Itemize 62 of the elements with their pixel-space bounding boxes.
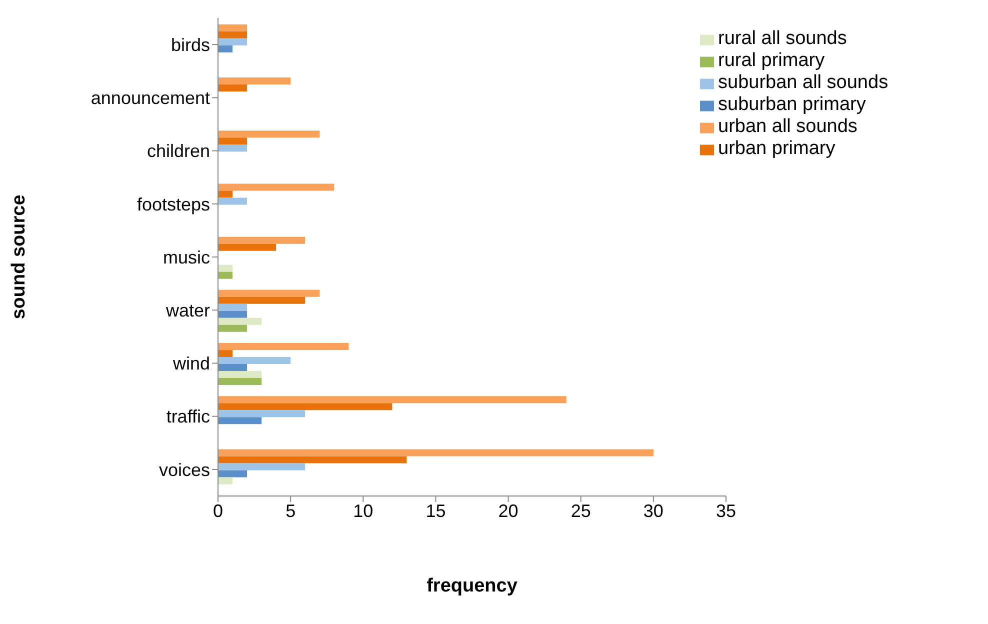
- bar: [218, 130, 320, 138]
- y-axis-title: sound source: [8, 194, 30, 320]
- y-tick-label: footsteps: [136, 194, 210, 214]
- bar: [218, 84, 248, 92]
- y-tick-label: announcement: [90, 88, 210, 108]
- x-axis-title: frequency: [426, 575, 518, 596]
- bar: [218, 463, 306, 470]
- bar: [218, 144, 248, 152]
- bar: [218, 296, 306, 304]
- bar: [218, 343, 349, 350]
- bar: [218, 184, 334, 191]
- bar: [218, 304, 248, 311]
- x-tick-label: 35: [716, 500, 736, 521]
- bar: [218, 403, 392, 410]
- bar: [218, 410, 306, 418]
- y-tick-label: traffic: [166, 406, 210, 427]
- bar: [218, 324, 248, 332]
- legend-label: rural all sounds: [718, 28, 847, 49]
- x-tick-label: 15: [426, 500, 446, 521]
- y-tick-label: voices: [158, 460, 210, 480]
- y-tick-label: music: [162, 247, 210, 268]
- legend-label: suburban all sounds: [718, 72, 888, 93]
- y-tick-label: water: [164, 300, 210, 320]
- bar: [218, 77, 291, 84]
- x-tick-label: 20: [498, 500, 518, 521]
- x-tick-label: 5: [286, 500, 296, 521]
- legend-label: urban primary: [718, 138, 836, 159]
- bar: [218, 456, 407, 464]
- bar: [218, 378, 262, 386]
- y-tick-label: birds: [170, 34, 210, 55]
- bar: [218, 310, 248, 318]
- bar: [218, 396, 566, 404]
- bar: [218, 244, 276, 251]
- bar: [218, 24, 248, 32]
- legend-label: suburban primary: [718, 94, 866, 115]
- legend-label: rural primary: [718, 50, 825, 71]
- bar: [218, 138, 248, 145]
- bar: [218, 449, 654, 456]
- bar: [218, 38, 248, 46]
- y-tick-label: wind: [172, 354, 210, 374]
- bar: [218, 272, 233, 279]
- bar: [218, 417, 262, 424]
- y-tick-label: children: [146, 141, 210, 162]
- bar: [218, 350, 233, 358]
- bar: [218, 45, 233, 52]
- bar: [218, 190, 233, 198]
- bar: [218, 477, 233, 484]
- x-tick-label: 10: [353, 500, 374, 521]
- bar: [218, 290, 320, 297]
- bar: [218, 357, 291, 364]
- bar: [218, 31, 248, 38]
- legend-label: urban all sounds: [718, 116, 858, 137]
- bar: [218, 198, 248, 205]
- x-tick-label: 30: [643, 500, 664, 521]
- bar: [218, 371, 262, 378]
- x-tick-label: 0: [212, 500, 224, 521]
- bar: [218, 470, 248, 478]
- bar: [218, 236, 306, 244]
- bar: [218, 318, 262, 325]
- x-tick-label: 25: [570, 500, 591, 521]
- bar: [218, 364, 248, 372]
- bar: [218, 264, 233, 272]
